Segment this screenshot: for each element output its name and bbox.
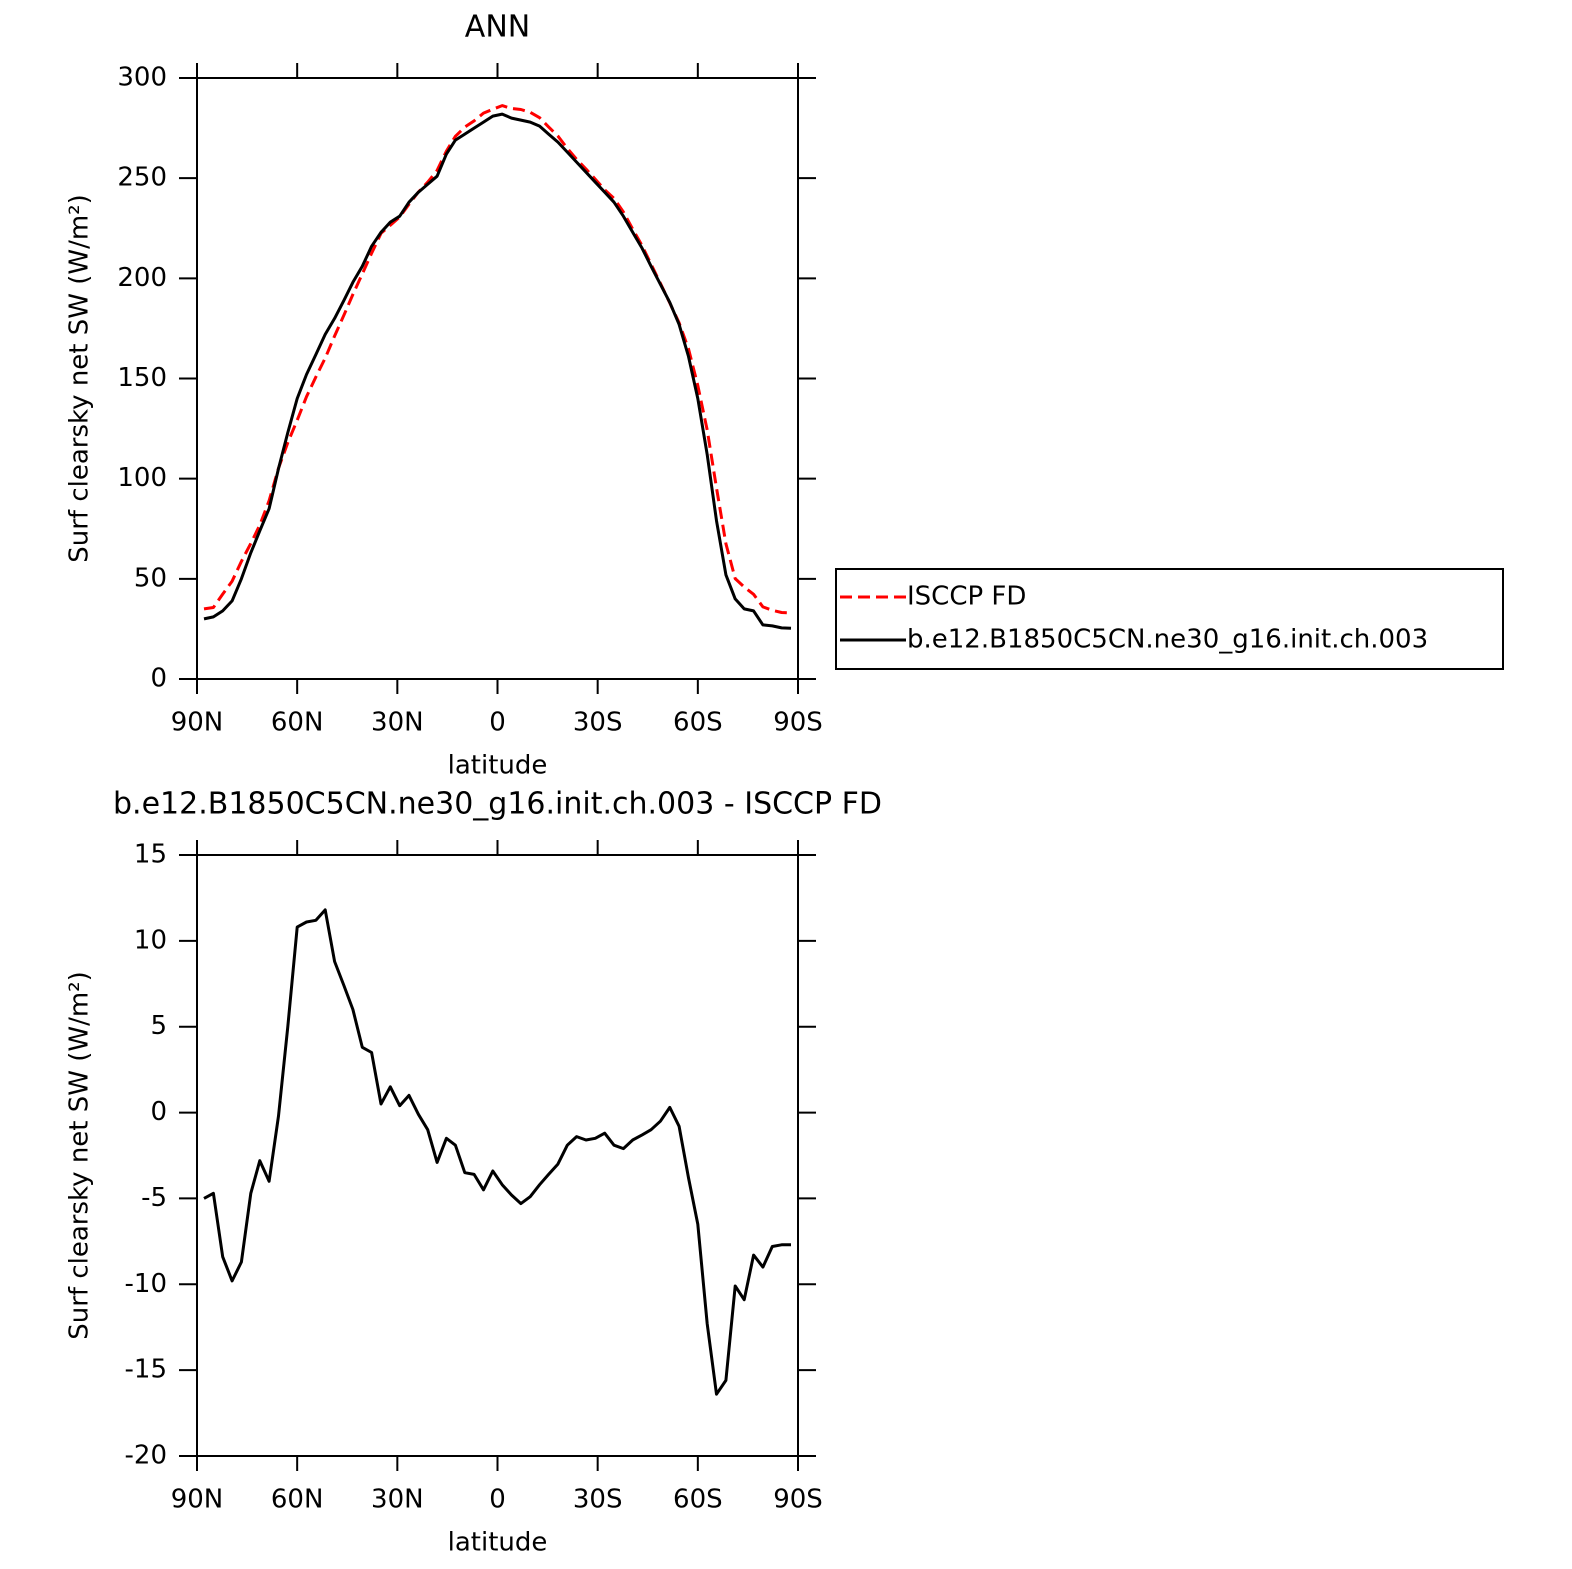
x-tick-label: 90N [171,708,224,738]
y-tick-label: 300 [117,63,167,93]
chart-title: ANN [465,10,530,45]
y-tick-label: -10 [125,1269,167,1299]
x-tick-label: 60N [271,708,324,738]
x-tick-label: 60S [673,708,723,738]
x-tick-label: 30S [573,1485,623,1515]
x-tick-label: 30N [371,1485,424,1515]
y-axis-label: Surf clearsky net SW (W/m²) [65,194,95,562]
y-tick-label: -15 [125,1355,167,1385]
x-axis-label: latitude [448,751,548,781]
y-axis-label: Surf clearsky net SW (W/m²) [65,971,95,1339]
data-line [203,104,792,615]
y-tick-label: 0 [150,1097,167,1127]
x-axis-label: latitude [448,1528,548,1558]
y-tick-label: 100 [117,463,167,493]
x-tick-label: 60N [271,1485,324,1515]
y-tick-label: 5 [150,1011,167,1041]
data-line [203,908,791,1396]
y-tick-label: 250 [117,163,167,193]
x-tick-label: 90S [773,1485,823,1515]
legend-label: b.e12.B1850C5CN.ne30_g16.init.ch.003 [907,625,1428,655]
y-tick-label: 150 [117,363,167,393]
y-tick-label: 200 [117,263,167,293]
x-tick-label: 0 [489,708,506,738]
x-tick-label: 30S [573,708,623,738]
chart-title: b.e12.B1850C5CN.ne30_g16.init.ch.003 - I… [113,787,882,822]
x-tick-label: 90N [171,1485,224,1515]
x-tick-label: 90S [773,708,823,738]
x-tick-label: 60S [673,1485,723,1515]
plot-frame [196,854,799,1457]
x-tick-label: 30N [371,708,424,738]
y-tick-label: 10 [134,925,167,955]
y-tick-label: 50 [134,563,167,593]
y-tick-label: -5 [141,1183,167,1213]
data-line [203,112,792,630]
plot-frame [196,77,799,680]
y-tick-label: 15 [134,840,167,870]
legend-box [835,568,1504,670]
x-tick-label: 0 [489,1485,506,1515]
y-tick-label: -20 [125,1441,167,1471]
legend-label: ISCCP FD [907,582,1026,612]
y-tick-label: 0 [150,664,167,694]
